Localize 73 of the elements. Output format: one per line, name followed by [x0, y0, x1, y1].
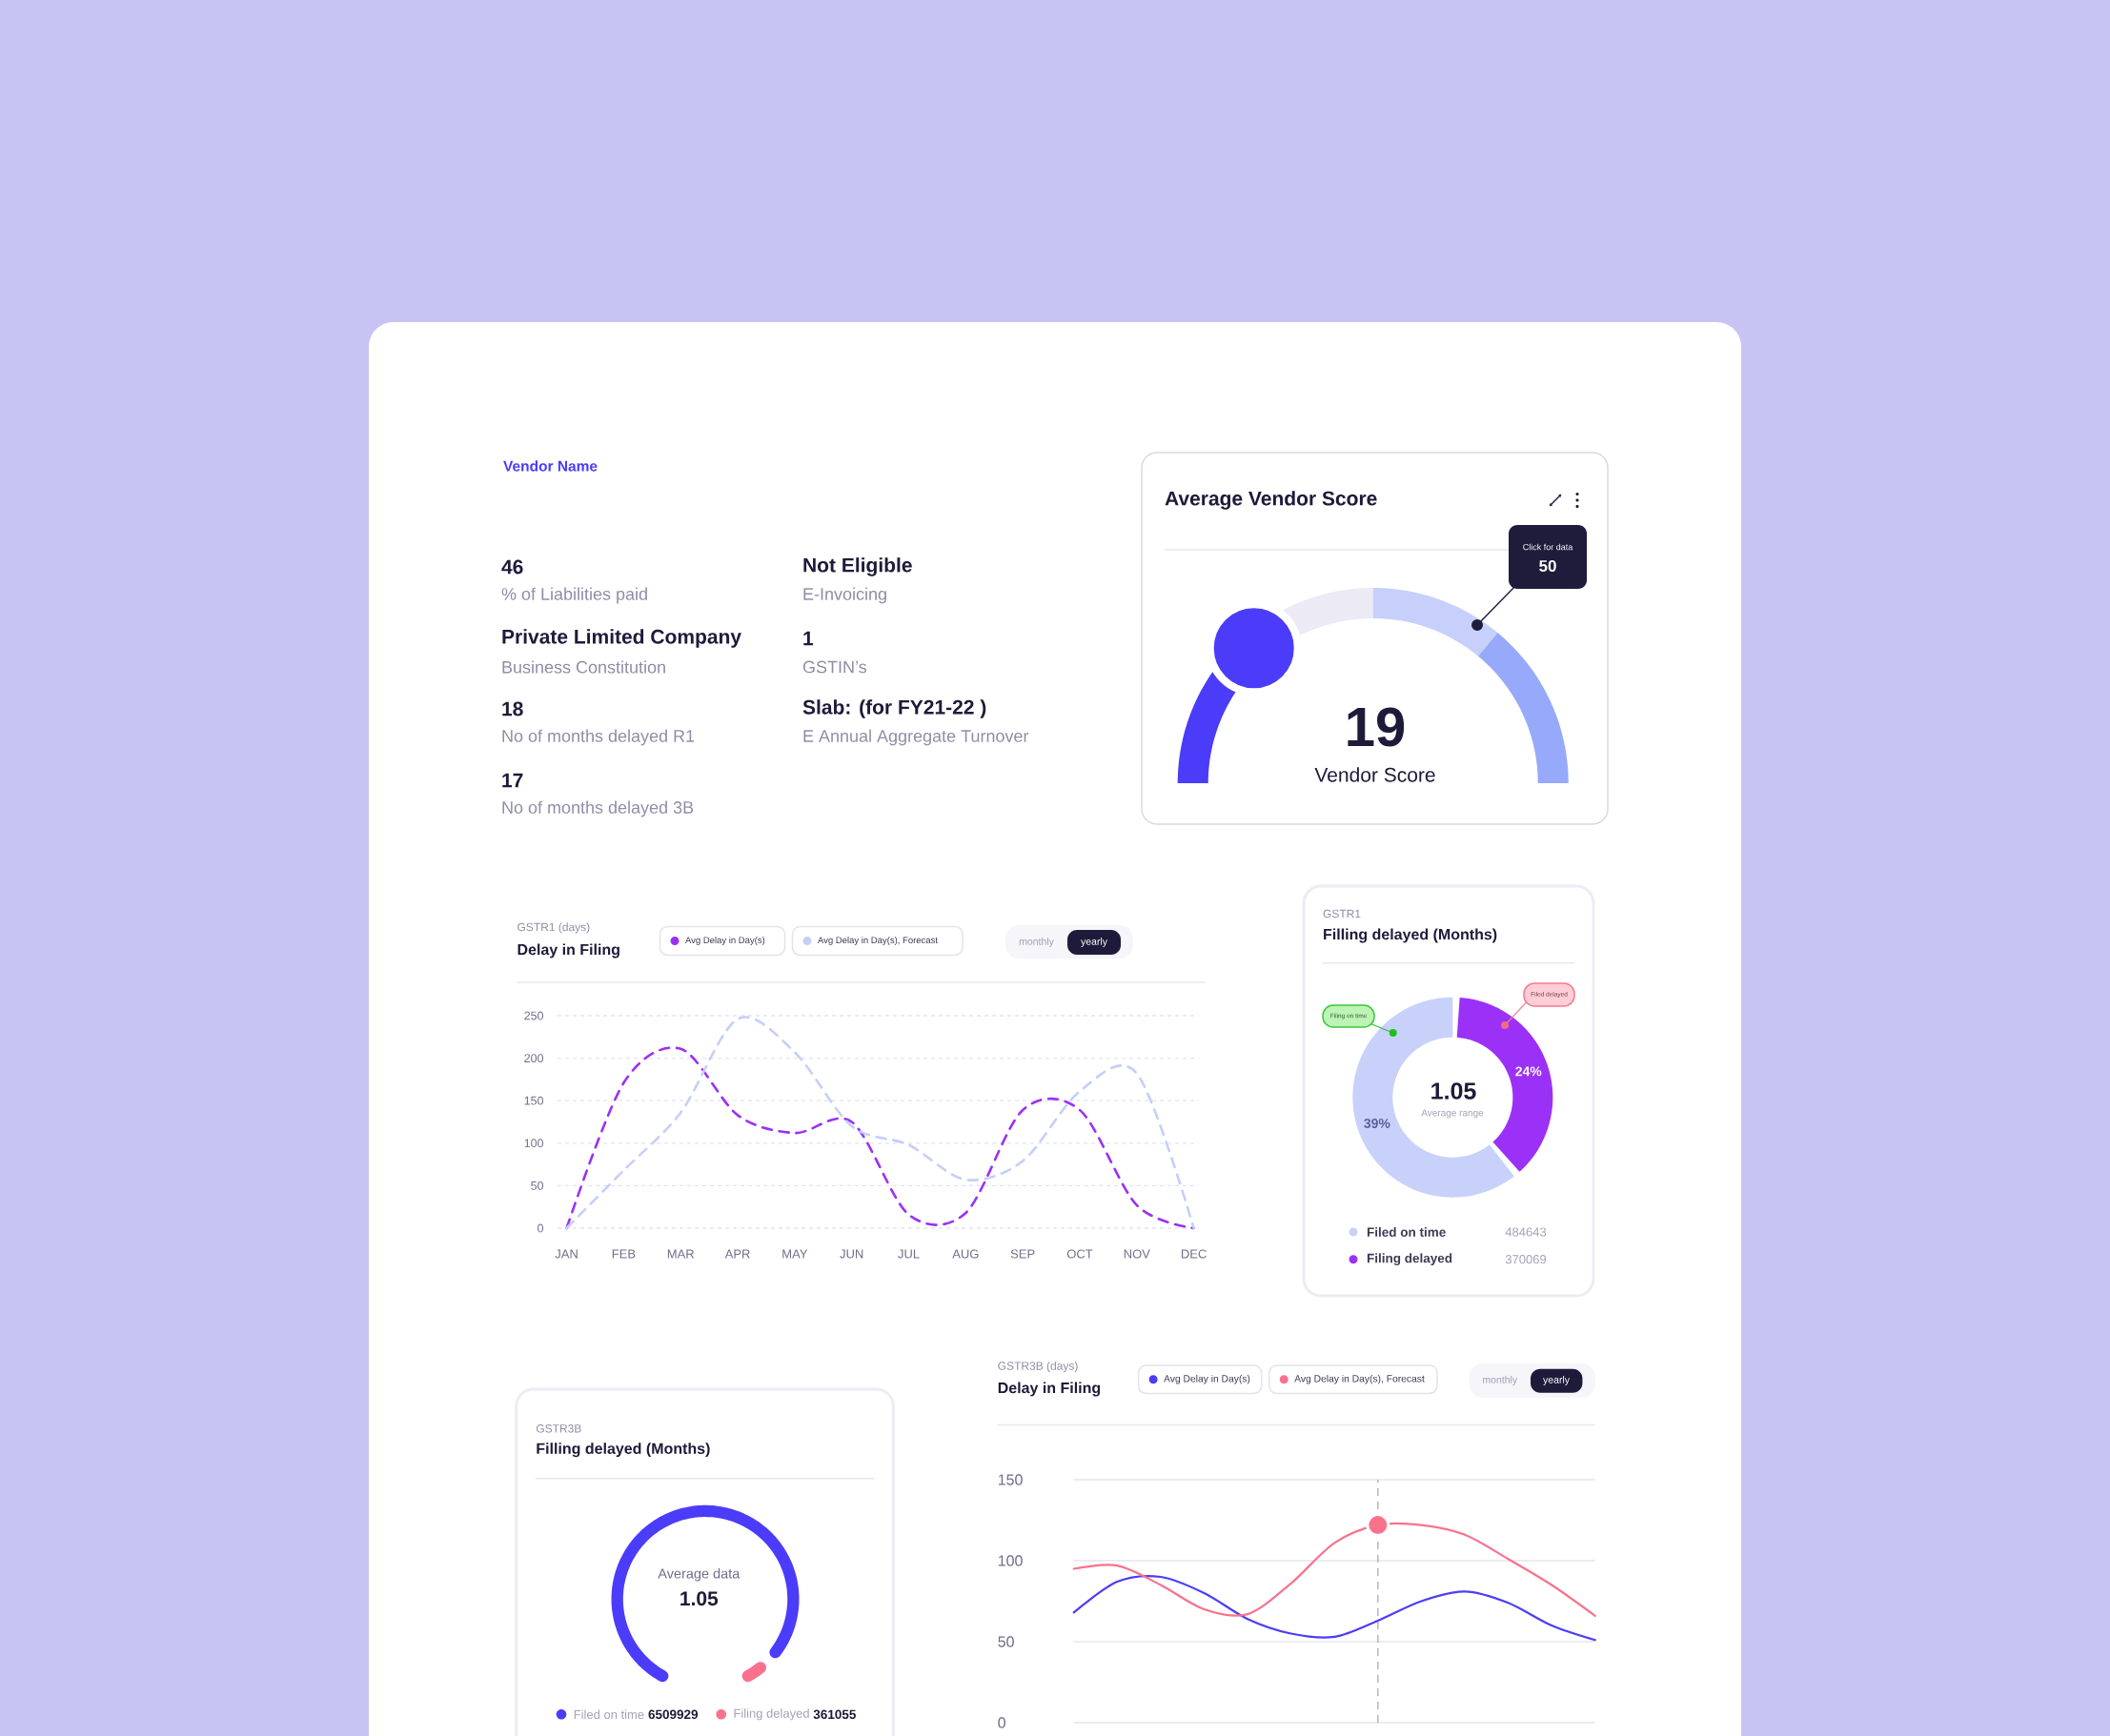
x-tick-label: JAN — [555, 1249, 578, 1259]
text: 1 — [803, 631, 814, 646]
text: 484643 — [1505, 1227, 1547, 1237]
legend-label: Filing delayed — [734, 1708, 809, 1721]
text: monthly — [1483, 1376, 1518, 1385]
chart-subtitle: GSTR1 (days) — [517, 922, 590, 934]
chart-title: Delay in Filing — [517, 943, 619, 959]
text: E Annual Aggregate Turnover — [803, 729, 1029, 746]
text: 370069 — [1505, 1255, 1547, 1264]
y-tick-label: 50 — [531, 1181, 544, 1190]
text: Private Limited Company — [502, 629, 741, 648]
line-series — [1072, 1575, 1596, 1642]
y-tick-label: 250 — [524, 1011, 544, 1020]
legend-label: Avg Delay in Day(s), Forecast — [818, 937, 938, 945]
x-tick-label: SEP — [1010, 1249, 1035, 1259]
text: Vendor Name — [503, 460, 598, 472]
text: E-Invoicing — [803, 587, 886, 604]
text: No of months delayed R1 — [502, 729, 695, 746]
legend-label: Filing delayed — [1367, 1253, 1452, 1266]
x-tick-label: NOV — [1124, 1249, 1150, 1259]
text: Business Constitution — [502, 660, 665, 674]
y-tick-label: 200 — [524, 1054, 544, 1063]
text: 1.05 — [680, 1591, 719, 1606]
chart-subtitle: GSTR3B (days) — [998, 1361, 1078, 1373]
x-tick-label: AUG — [952, 1249, 979, 1259]
y-tick-label: 100 — [998, 1555, 1023, 1566]
chart-title: Average Vendor Score — [1165, 491, 1377, 510]
text: GSTIN’s — [802, 660, 867, 674]
x-tick-label: MAR — [667, 1249, 695, 1259]
text: 19 — [1348, 707, 1405, 747]
text: 1.05 — [1431, 1082, 1476, 1100]
text: Slab: (for FY21-22 ) — [802, 699, 986, 718]
x-tick-label: JUN — [840, 1249, 863, 1259]
data-label: 361055 — [813, 1709, 856, 1720]
y-tick-label: 100 — [524, 1139, 544, 1148]
text: 46 — [501, 559, 523, 575]
text: Not Eligible — [803, 557, 912, 576]
text: No of months delayed 3B — [502, 800, 694, 818]
chart-title: Filling delayed (Months) — [537, 1443, 710, 1458]
x-tick-label: FEB — [612, 1249, 636, 1259]
text: Average data — [658, 1567, 741, 1582]
x-tick-label: MAY — [782, 1249, 808, 1259]
x-tick-label: OCT — [1066, 1249, 1093, 1259]
chart-title: Filling delayed (Months) — [1324, 928, 1497, 943]
y-tick-label: 150 — [524, 1096, 544, 1105]
data-label: 39% — [1364, 1119, 1390, 1128]
legend-label: Avg Delay in Day(s), Forecast — [1294, 1374, 1425, 1384]
text: yearly — [1543, 1376, 1571, 1385]
chart-title: Delay in Filing — [998, 1382, 1101, 1397]
legend-label: Filed on time — [1367, 1227, 1446, 1237]
legend-label: Avg Delay in Day(s) — [685, 937, 765, 945]
text: Average range — [1421, 1109, 1484, 1119]
legend-label: Avg Delay in Day(s) — [1164, 1374, 1250, 1384]
y-tick-label: 150 — [998, 1474, 1023, 1485]
text: 50 — [1539, 559, 1556, 572]
legend-label: Filed on time — [574, 1709, 644, 1720]
y-tick-label: 50 — [998, 1636, 1014, 1647]
text: % of Liabilities paid — [501, 587, 647, 604]
y-tick-label: 0 — [538, 1223, 544, 1233]
x-tick-label: APR — [724, 1249, 750, 1259]
text: Click for data — [1523, 543, 1573, 551]
data-label: 6509929 — [648, 1709, 699, 1720]
x-tick-label: DEC — [1181, 1249, 1207, 1259]
chart-subtitle: GSTR1 — [1323, 909, 1361, 918]
text: yearly — [1081, 938, 1108, 947]
data-label: 24% — [1515, 1066, 1542, 1077]
y-tick-label: 0 — [998, 1717, 1005, 1728]
x-tick-label: JUL — [898, 1249, 920, 1259]
chart-subtitle: GSTR3B — [536, 1424, 581, 1433]
text: 17 — [502, 773, 523, 788]
text: Vendor Score — [1314, 767, 1435, 782]
text: monthly — [1019, 938, 1054, 947]
text: 18 — [502, 701, 523, 717]
